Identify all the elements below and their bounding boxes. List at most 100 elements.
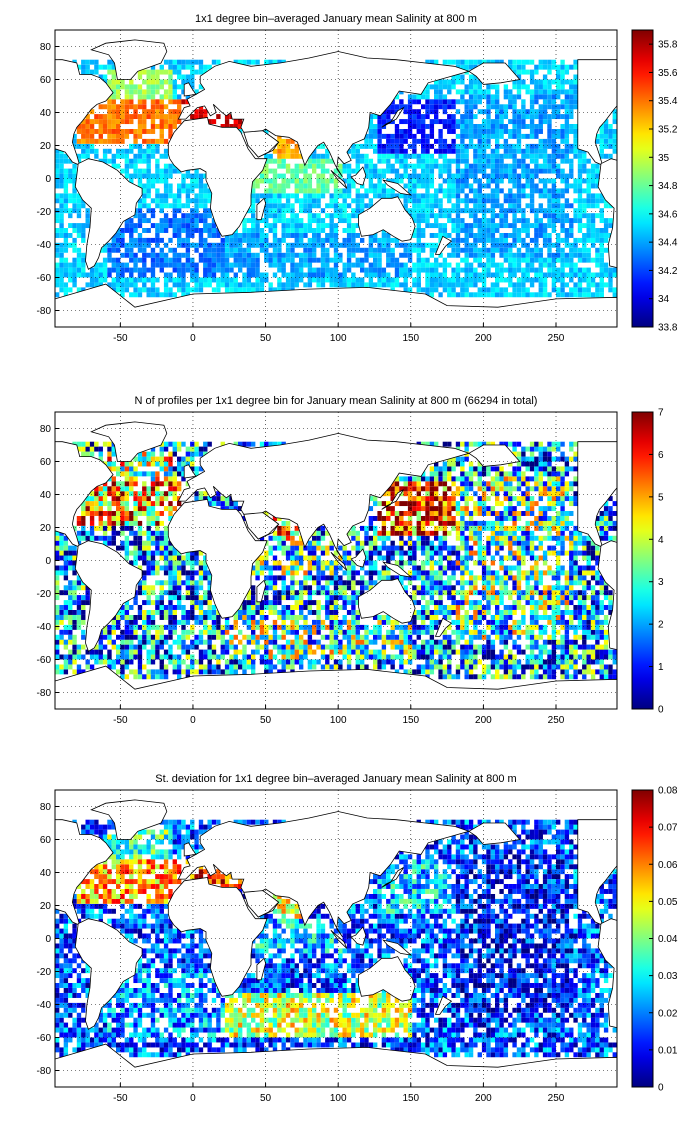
data-cell [351, 238, 355, 243]
data-cell [303, 184, 307, 189]
data-cell [316, 179, 320, 184]
data-cell [142, 213, 146, 218]
data-cell [560, 154, 564, 159]
data-cell [138, 650, 142, 655]
data-cell [587, 184, 591, 189]
data-cell [286, 610, 290, 615]
data-cell [68, 546, 72, 551]
data-cell [508, 203, 512, 208]
data-cell [569, 169, 573, 174]
data-cell [173, 253, 177, 258]
data-cell [530, 109, 534, 114]
data-cell [264, 665, 268, 670]
data-cell [539, 188, 543, 193]
data-cell [168, 471, 172, 476]
data-cell [194, 570, 198, 575]
data-cell [456, 144, 460, 149]
data-cell [168, 476, 172, 481]
data-cell [282, 188, 286, 193]
data-cell [495, 278, 499, 283]
data-cell [447, 169, 451, 174]
data-cell [560, 134, 564, 139]
data-cell [77, 521, 81, 526]
data-cell [495, 268, 499, 273]
data-cell [299, 556, 303, 561]
data-cell [160, 154, 164, 159]
data-cell [469, 223, 473, 228]
data-cell [608, 129, 612, 134]
data-cell [177, 282, 181, 287]
data-cell [447, 99, 451, 104]
data-cell [251, 669, 255, 674]
data-cell [290, 223, 294, 228]
data-cell [273, 645, 277, 650]
data-cell [495, 134, 499, 139]
data-cell [282, 650, 286, 655]
data-cell [473, 208, 477, 213]
data-cell [264, 640, 268, 645]
data-cell [495, 159, 499, 164]
data-cell [120, 80, 124, 85]
data-cell [569, 84, 573, 89]
data-cell [560, 174, 564, 179]
data-cell [194, 268, 198, 273]
data-cell [325, 278, 329, 283]
data-cell [59, 258, 63, 263]
data-cell [155, 640, 159, 645]
data-cell [160, 585, 164, 590]
data-cell [173, 292, 177, 297]
data-cell [556, 84, 560, 89]
data-cell [438, 89, 442, 94]
data-cell [133, 516, 137, 521]
data-cell [203, 566, 207, 571]
data-cell [120, 273, 124, 278]
data-cell [142, 203, 146, 208]
data-cell [308, 258, 312, 263]
data-cell [120, 496, 124, 501]
data-cell [269, 184, 273, 189]
data-cell [269, 228, 273, 233]
data-cell [142, 273, 146, 278]
data-cell [177, 99, 181, 104]
data-cell [133, 561, 137, 566]
data-cell [473, 243, 477, 248]
data-cell [72, 615, 76, 620]
data-cell [173, 218, 177, 223]
data-cell [55, 645, 59, 650]
data-cell [164, 665, 168, 670]
data-cell [386, 144, 390, 149]
data-cell [587, 268, 591, 273]
data-cell [569, 292, 573, 297]
data-cell [120, 615, 124, 620]
y-tick-label: 40 [40, 108, 52, 119]
data-cell [86, 60, 90, 65]
data-cell [308, 575, 312, 580]
data-cell [325, 561, 329, 566]
data-cell [72, 570, 76, 575]
data-cell [312, 536, 316, 541]
data-cell [107, 159, 111, 164]
data-cell [142, 169, 146, 174]
data-cell [526, 149, 530, 154]
data-cell [273, 665, 277, 670]
data-cell [181, 179, 185, 184]
data-cell [173, 94, 177, 99]
data-cell [334, 610, 338, 615]
data-cell [565, 124, 569, 129]
data-cell [526, 218, 530, 223]
data-cell [408, 198, 412, 203]
data-cell [147, 278, 151, 283]
data-cell [482, 228, 486, 233]
data-cell [107, 99, 111, 104]
data-cell [478, 203, 482, 208]
data-cell [120, 84, 124, 89]
data-cell [460, 292, 464, 297]
data-cell [547, 99, 551, 104]
data-cell [142, 263, 146, 268]
data-cell [508, 149, 512, 154]
data-cell [587, 273, 591, 278]
data-cell [308, 273, 312, 278]
data-cell [473, 124, 477, 129]
data-cell [395, 144, 399, 149]
data-cell [260, 273, 264, 278]
